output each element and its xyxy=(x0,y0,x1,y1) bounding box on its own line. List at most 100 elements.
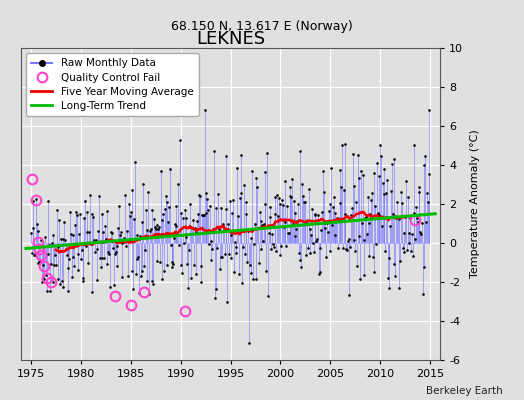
Point xyxy=(185,201,194,208)
Point xyxy=(175,241,183,248)
Point xyxy=(127,208,135,215)
Point xyxy=(348,205,356,211)
Point xyxy=(361,215,369,222)
Point xyxy=(200,212,208,218)
Point xyxy=(255,259,263,266)
Point xyxy=(350,183,358,190)
Point xyxy=(336,167,345,173)
Point xyxy=(191,225,199,232)
Point xyxy=(250,221,259,227)
Point xyxy=(397,189,405,195)
Point xyxy=(28,225,37,231)
Point xyxy=(305,226,314,232)
Point xyxy=(139,181,147,187)
Point xyxy=(241,251,249,258)
Point xyxy=(316,245,324,251)
Point xyxy=(331,210,340,217)
Point xyxy=(137,273,145,279)
Point xyxy=(330,194,338,200)
Point xyxy=(425,170,433,177)
Point xyxy=(351,248,359,254)
Point xyxy=(99,228,107,235)
Point xyxy=(235,194,244,201)
Point xyxy=(114,225,123,231)
Point xyxy=(266,203,274,210)
Point xyxy=(308,206,316,212)
Point xyxy=(273,192,281,198)
Point xyxy=(229,197,237,203)
Point xyxy=(42,272,50,279)
Point xyxy=(364,253,373,259)
Point xyxy=(167,259,176,266)
Point xyxy=(320,225,329,231)
Point xyxy=(43,198,52,204)
Point xyxy=(277,242,286,249)
Point xyxy=(357,168,365,175)
Point xyxy=(179,215,188,221)
Point xyxy=(73,267,82,274)
Point xyxy=(31,252,39,258)
Point xyxy=(141,206,150,213)
Point xyxy=(52,207,61,214)
Point xyxy=(68,232,77,238)
Point xyxy=(352,199,361,205)
Point xyxy=(338,142,346,148)
Point xyxy=(208,246,216,252)
Point xyxy=(180,240,188,246)
Point xyxy=(170,235,178,242)
Point xyxy=(203,196,212,202)
Point xyxy=(280,218,289,225)
Point xyxy=(193,218,202,224)
Point xyxy=(307,232,315,238)
Point xyxy=(92,237,100,243)
Point xyxy=(103,260,112,267)
Point xyxy=(399,245,407,252)
Point xyxy=(249,276,257,282)
Point xyxy=(246,262,254,268)
Point xyxy=(416,229,424,236)
Point xyxy=(248,168,256,175)
Point xyxy=(340,211,348,217)
Point xyxy=(422,219,430,225)
Point xyxy=(120,235,128,242)
Point xyxy=(54,276,62,282)
Point xyxy=(423,190,431,196)
Point xyxy=(77,256,85,262)
Point xyxy=(386,223,395,229)
Point xyxy=(256,218,265,224)
Point xyxy=(300,199,309,205)
Point xyxy=(400,249,409,256)
Point xyxy=(82,209,91,215)
Point xyxy=(359,272,368,278)
Point xyxy=(318,208,326,215)
Point xyxy=(278,197,286,203)
Point xyxy=(32,221,41,227)
Point xyxy=(388,160,396,167)
Point xyxy=(178,269,187,276)
Point xyxy=(233,165,242,171)
Point xyxy=(268,231,276,238)
Point xyxy=(269,241,277,247)
Point xyxy=(380,166,389,172)
Point xyxy=(312,238,320,244)
Point xyxy=(301,221,310,228)
Point xyxy=(53,243,62,250)
Point xyxy=(48,240,56,246)
Point xyxy=(112,248,120,255)
Point xyxy=(176,136,184,143)
Point xyxy=(222,206,231,212)
Point xyxy=(221,251,229,257)
Point xyxy=(313,236,321,243)
Point xyxy=(94,228,103,234)
Point xyxy=(173,232,181,238)
Point xyxy=(72,209,80,216)
Point xyxy=(38,278,46,285)
Point xyxy=(36,259,45,265)
Point xyxy=(115,203,123,210)
Point xyxy=(69,254,78,260)
Point xyxy=(195,193,204,200)
Point xyxy=(151,224,159,230)
Point xyxy=(355,232,364,239)
Point xyxy=(52,262,60,268)
Point xyxy=(189,217,198,224)
